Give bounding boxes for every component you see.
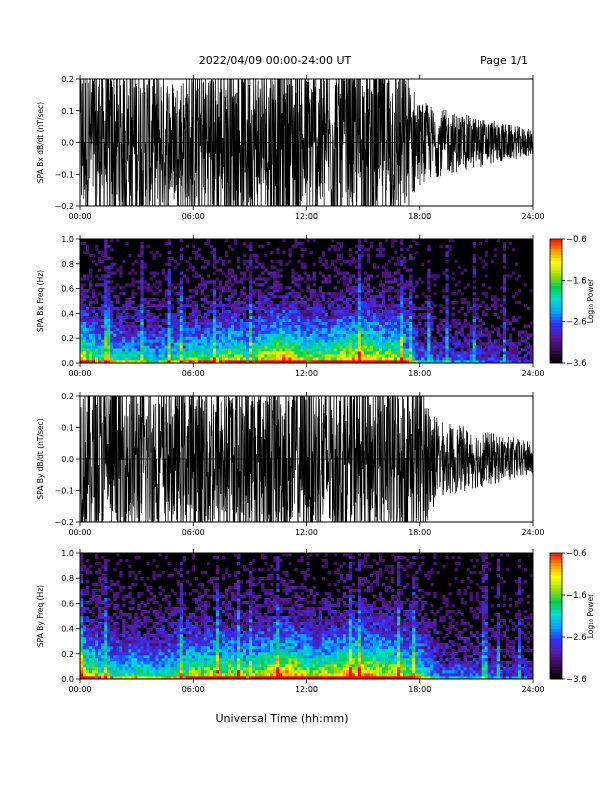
x-tick-label: 06:00 xyxy=(182,528,205,537)
x-tick-label: 12:00 xyxy=(295,685,318,694)
x-tick-label: 06:00 xyxy=(182,685,205,694)
y-tick-label: 0.0 xyxy=(61,359,74,368)
y-tick-label: 0.0 xyxy=(61,675,74,684)
x-tick-label: 12:00 xyxy=(295,528,318,537)
x-tick-label: 00:00 xyxy=(68,685,91,694)
x-tick-label: 18:00 xyxy=(408,212,431,221)
y-tick-label: 0.6 xyxy=(61,599,74,608)
panel-bx-timeseries: 0.2 0.1 0.0 −0.1 −0.200:00 06:00 12:00 18:00 24:… xyxy=(36,57,545,228)
colorbar-tick-label: −1.6 xyxy=(566,276,587,286)
x-tick-label: 00:00 xyxy=(68,369,91,378)
x-tick-label: 12:00 xyxy=(295,212,318,221)
y-tick-label: −0.1 xyxy=(55,487,74,496)
x-tick-label: 24:00 xyxy=(521,212,544,221)
y-tick-label: −0.2 xyxy=(55,518,74,527)
colorbar-tick-label: −0.6 xyxy=(566,549,587,559)
x-tick-label: 24:00 xyxy=(521,528,544,537)
y-tick-label: 0.2 xyxy=(61,392,74,401)
y-tick-label: 0.2 xyxy=(61,650,74,659)
y-tick-label: 0.2 xyxy=(61,75,74,84)
y-tick-label: 0.1 xyxy=(61,424,74,433)
y-axis-label: SPA By Freq (Hz) xyxy=(36,585,45,647)
colorbar-label: Log₁₀ Power xyxy=(586,278,595,323)
y-tick-label: 0.2 xyxy=(61,334,74,343)
y-axis-label: SPA Bx dB/dt (nT/sec) xyxy=(36,102,45,183)
colorbar-label: Log₁₀ Power xyxy=(586,593,595,638)
y-tick-label: 0.8 xyxy=(61,574,74,583)
y-tick-label: −0.2 xyxy=(55,202,74,211)
colorbar-tick-label: −3.6 xyxy=(566,359,587,369)
panel-by-spectrogram: −0.6 −1.6 −2.6 −3.6 Log₁₀ Power 1.0 0.8 0.6 0.4 0… xyxy=(36,549,595,694)
report-title: 2022/04/09 00:00-24:00 UT xyxy=(199,54,352,67)
x-axis-title: Universal Time (hh:mm) xyxy=(216,712,349,725)
y-tick-label: 0.0 xyxy=(61,455,74,464)
y-tick-label: 0.6 xyxy=(61,285,74,294)
colorbar: −0.6 −1.6 −2.6 −3.6 Log₁₀ Power xyxy=(550,549,595,685)
y-tick-label: 0.1 xyxy=(61,107,74,116)
x-tick-label: 18:00 xyxy=(408,369,431,378)
page-indicator: Page 1/1 xyxy=(480,54,528,67)
y-tick-label: 1.0 xyxy=(61,235,74,244)
x-tick-label: 00:00 xyxy=(68,528,91,537)
x-tick-label: 00:00 xyxy=(68,212,91,221)
y-axis-label: SPA By dB/dt (nT/sec) xyxy=(36,418,45,499)
colorbar-tick-label: −1.6 xyxy=(566,591,587,601)
x-tick-label: 18:00 xyxy=(408,528,431,537)
x-tick-label: 24:00 xyxy=(521,685,544,694)
y-tick-label: 0.0 xyxy=(61,139,74,148)
y-tick-label: −0.1 xyxy=(55,170,74,179)
y-tick-label: 0.4 xyxy=(61,625,74,634)
panel-bx-spectrogram: −0.6 −1.6 −2.6 −3.6 Log₁₀ Power 1.0 0.8 0.6 0.4 0… xyxy=(36,235,595,378)
colorbar-tick-label: −2.6 xyxy=(566,318,587,328)
y-tick-label: 0.4 xyxy=(61,309,74,318)
y-tick-label: 1.0 xyxy=(61,549,74,558)
x-tick-label: 12:00 xyxy=(295,369,318,378)
panel-by-timeseries: 0.2 0.1 0.0 −0.1 −0.200:00 06:00 12:00 18:00 24:… xyxy=(36,374,545,544)
colorbar-tick-label: −3.6 xyxy=(566,675,587,685)
y-tick-label: 0.8 xyxy=(61,260,74,269)
colorbar-tick-label: −2.6 xyxy=(566,633,587,643)
y-axis-label: SPA Bx Freq (Hz) xyxy=(36,270,45,332)
x-tick-label: 06:00 xyxy=(182,369,205,378)
x-tick-label: 18:00 xyxy=(408,685,431,694)
x-tick-label: 06:00 xyxy=(182,212,205,221)
colorbar-tick-label: −0.6 xyxy=(566,235,587,245)
colorbar: −0.6 −1.6 −2.6 −3.6 Log₁₀ Power xyxy=(550,235,595,369)
x-tick-label: 24:00 xyxy=(521,369,544,378)
